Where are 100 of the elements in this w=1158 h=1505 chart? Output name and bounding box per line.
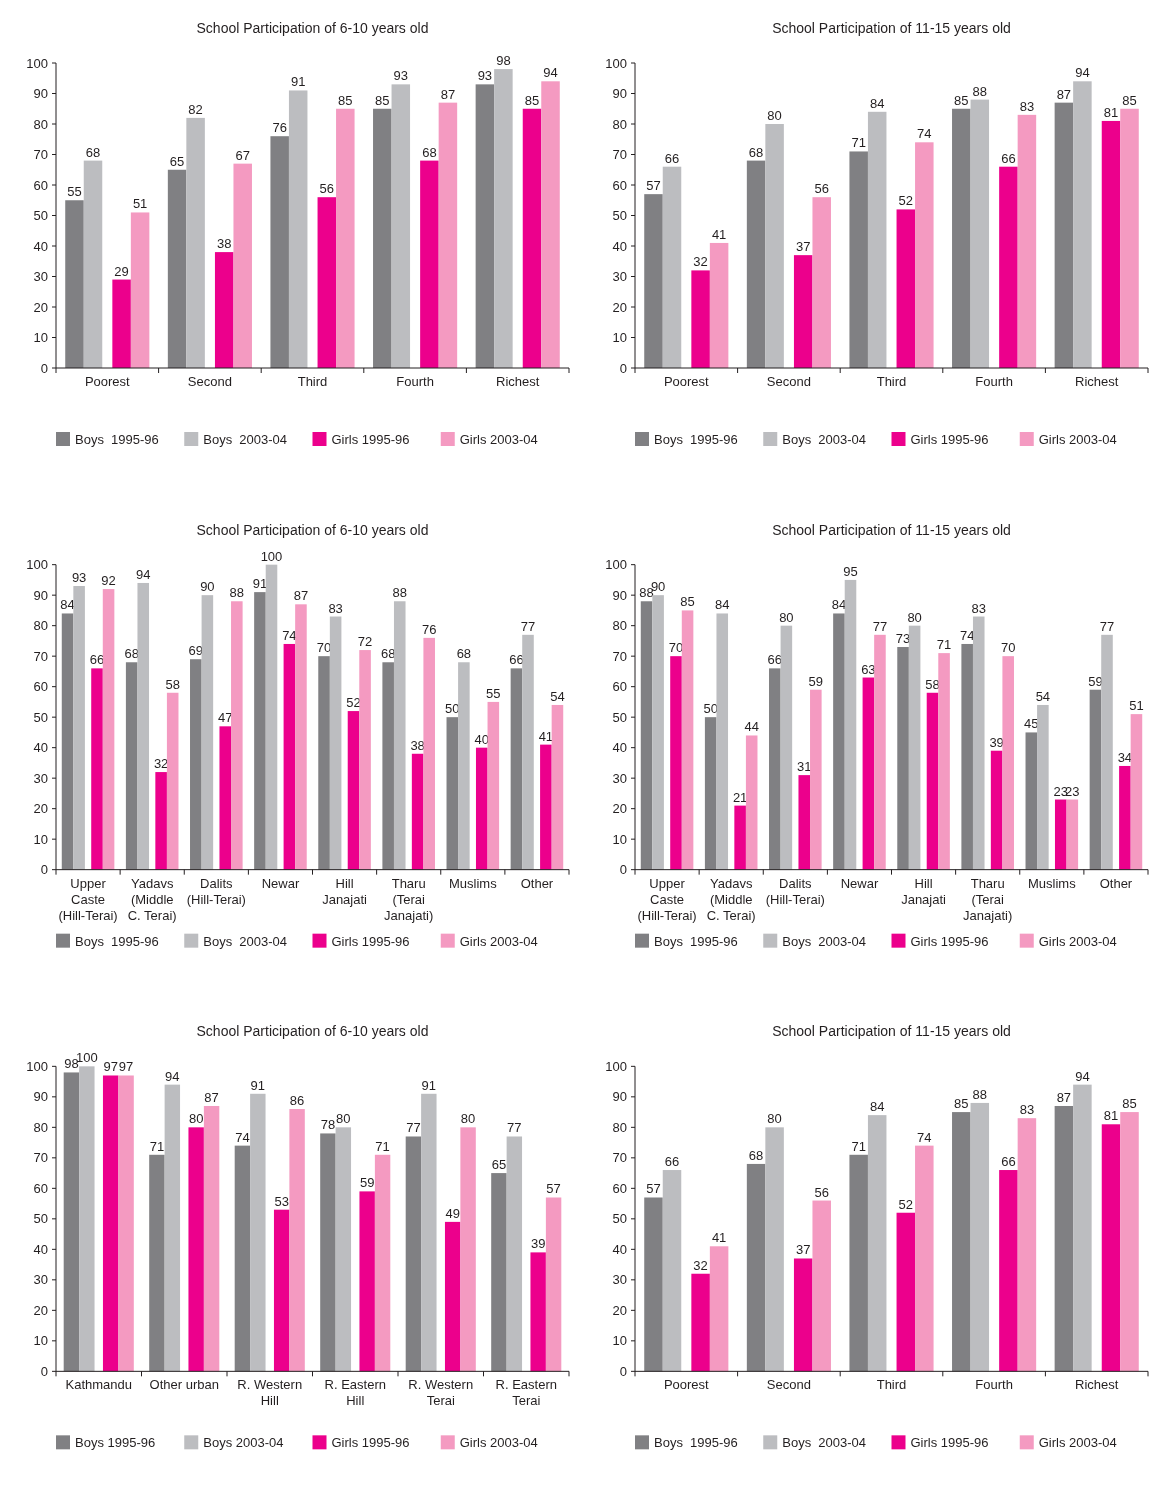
y-tick-label: 70 (33, 147, 48, 162)
data-label: 80 (188, 1111, 204, 1127)
data-label: 66 (1001, 1154, 1016, 1170)
x-tick-label: Second (766, 374, 811, 389)
x-tick-label: Fourth (975, 374, 1013, 389)
bar (420, 160, 439, 368)
data-label: 81 (1103, 1108, 1119, 1124)
y-tick-label: 40 (33, 238, 48, 254)
y-tick-label: 80 (33, 618, 48, 634)
bar (188, 1127, 204, 1372)
x-tick-label: Second (766, 1377, 811, 1393)
bar (652, 595, 664, 870)
data-label: 39 (989, 734, 1004, 750)
data-label: 32 (693, 1257, 708, 1273)
bar (999, 1170, 1018, 1372)
y-tick-label: 30 (612, 1272, 627, 1288)
legend-label: Girls 2003-04 (459, 1435, 538, 1451)
data-label: 84 (869, 1099, 885, 1115)
data-label: 88 (229, 585, 245, 601)
data-label: 69 (188, 643, 204, 659)
data-label: 57 (646, 178, 661, 194)
y-tick-label: 20 (612, 801, 627, 817)
bar (1017, 114, 1037, 368)
data-label: 74 (917, 1129, 932, 1145)
data-label: 50 (445, 701, 460, 717)
legend-label: Girls 1995-96 (910, 933, 989, 949)
y-tick-label: 100 (605, 557, 627, 573)
y-tick-label: 50 (612, 709, 627, 725)
data-label: 71 (851, 135, 866, 151)
bar (167, 169, 187, 368)
bar (254, 592, 266, 870)
y-tick-label: 50 (33, 709, 48, 725)
bar (186, 117, 205, 368)
data-label: 55 (67, 184, 82, 200)
data-label: 88 (972, 83, 988, 99)
data-label: 91 (250, 1077, 266, 1093)
x-tick-label: Poorest (84, 374, 131, 389)
bar (896, 1212, 916, 1372)
bar (83, 160, 103, 368)
bar (970, 1102, 990, 1372)
bar (961, 643, 973, 870)
data-label: 68 (124, 646, 139, 662)
bar (640, 601, 653, 870)
bar (506, 1136, 523, 1372)
data-label: 85 (524, 92, 540, 108)
data-label: 71 (851, 1138, 866, 1154)
data-label: 55 (486, 685, 501, 701)
data-label: 94 (1075, 65, 1090, 81)
data-label: 86 (289, 1093, 305, 1109)
data-label: 94 (543, 65, 558, 81)
x-tick-label: R. Western Hill (237, 1377, 303, 1409)
bar (681, 610, 694, 870)
bar (359, 650, 371, 870)
data-label: 29 (114, 263, 129, 279)
bar (374, 1154, 391, 1372)
data-label: 77 (406, 1120, 421, 1136)
data-label: 66 (89, 652, 105, 668)
bar (915, 1145, 934, 1372)
legend-label: Boys 1995-96 (654, 1435, 738, 1451)
bar (849, 1154, 868, 1372)
bar (551, 704, 564, 870)
bar (793, 255, 813, 368)
data-label: 32 (153, 756, 169, 772)
data-label: 53 (274, 1193, 289, 1209)
bar (1073, 81, 1092, 368)
data-label: 68 (85, 144, 101, 160)
data-label: 87 (293, 588, 309, 604)
bar (320, 1133, 336, 1372)
bar (102, 1075, 119, 1372)
bar (897, 647, 909, 870)
data-label: 37 (795, 1242, 811, 1258)
bar (746, 160, 766, 368)
data-label: 85 (375, 92, 390, 108)
bar (164, 1084, 181, 1372)
bar (91, 668, 103, 870)
data-label: 47 (218, 710, 233, 726)
bar (952, 108, 971, 368)
bar (295, 604, 307, 870)
data-label: 80 (907, 609, 922, 625)
bar (644, 1197, 663, 1372)
data-label: 52 (346, 695, 361, 711)
bar (926, 692, 939, 870)
data-label: 91 (252, 576, 268, 592)
y-tick-label: 10 (33, 831, 48, 847)
bar (347, 711, 360, 870)
bar (812, 1200, 831, 1372)
bar (102, 589, 115, 870)
bar (411, 753, 424, 870)
data-label: 74 (282, 627, 297, 643)
data-label: 92 (101, 573, 116, 589)
data-label: 71 (936, 637, 952, 653)
bar (709, 242, 729, 368)
bar (833, 613, 845, 870)
data-label: 72 (357, 634, 373, 650)
legend-label: Girls 2003-04 (459, 933, 538, 949)
y-tick-label: 40 (612, 740, 627, 756)
data-label: 85 (954, 1096, 969, 1112)
y-tick-label: 0 (619, 862, 627, 878)
bar (1101, 120, 1121, 368)
y-tick-label: 60 (612, 1180, 627, 1196)
